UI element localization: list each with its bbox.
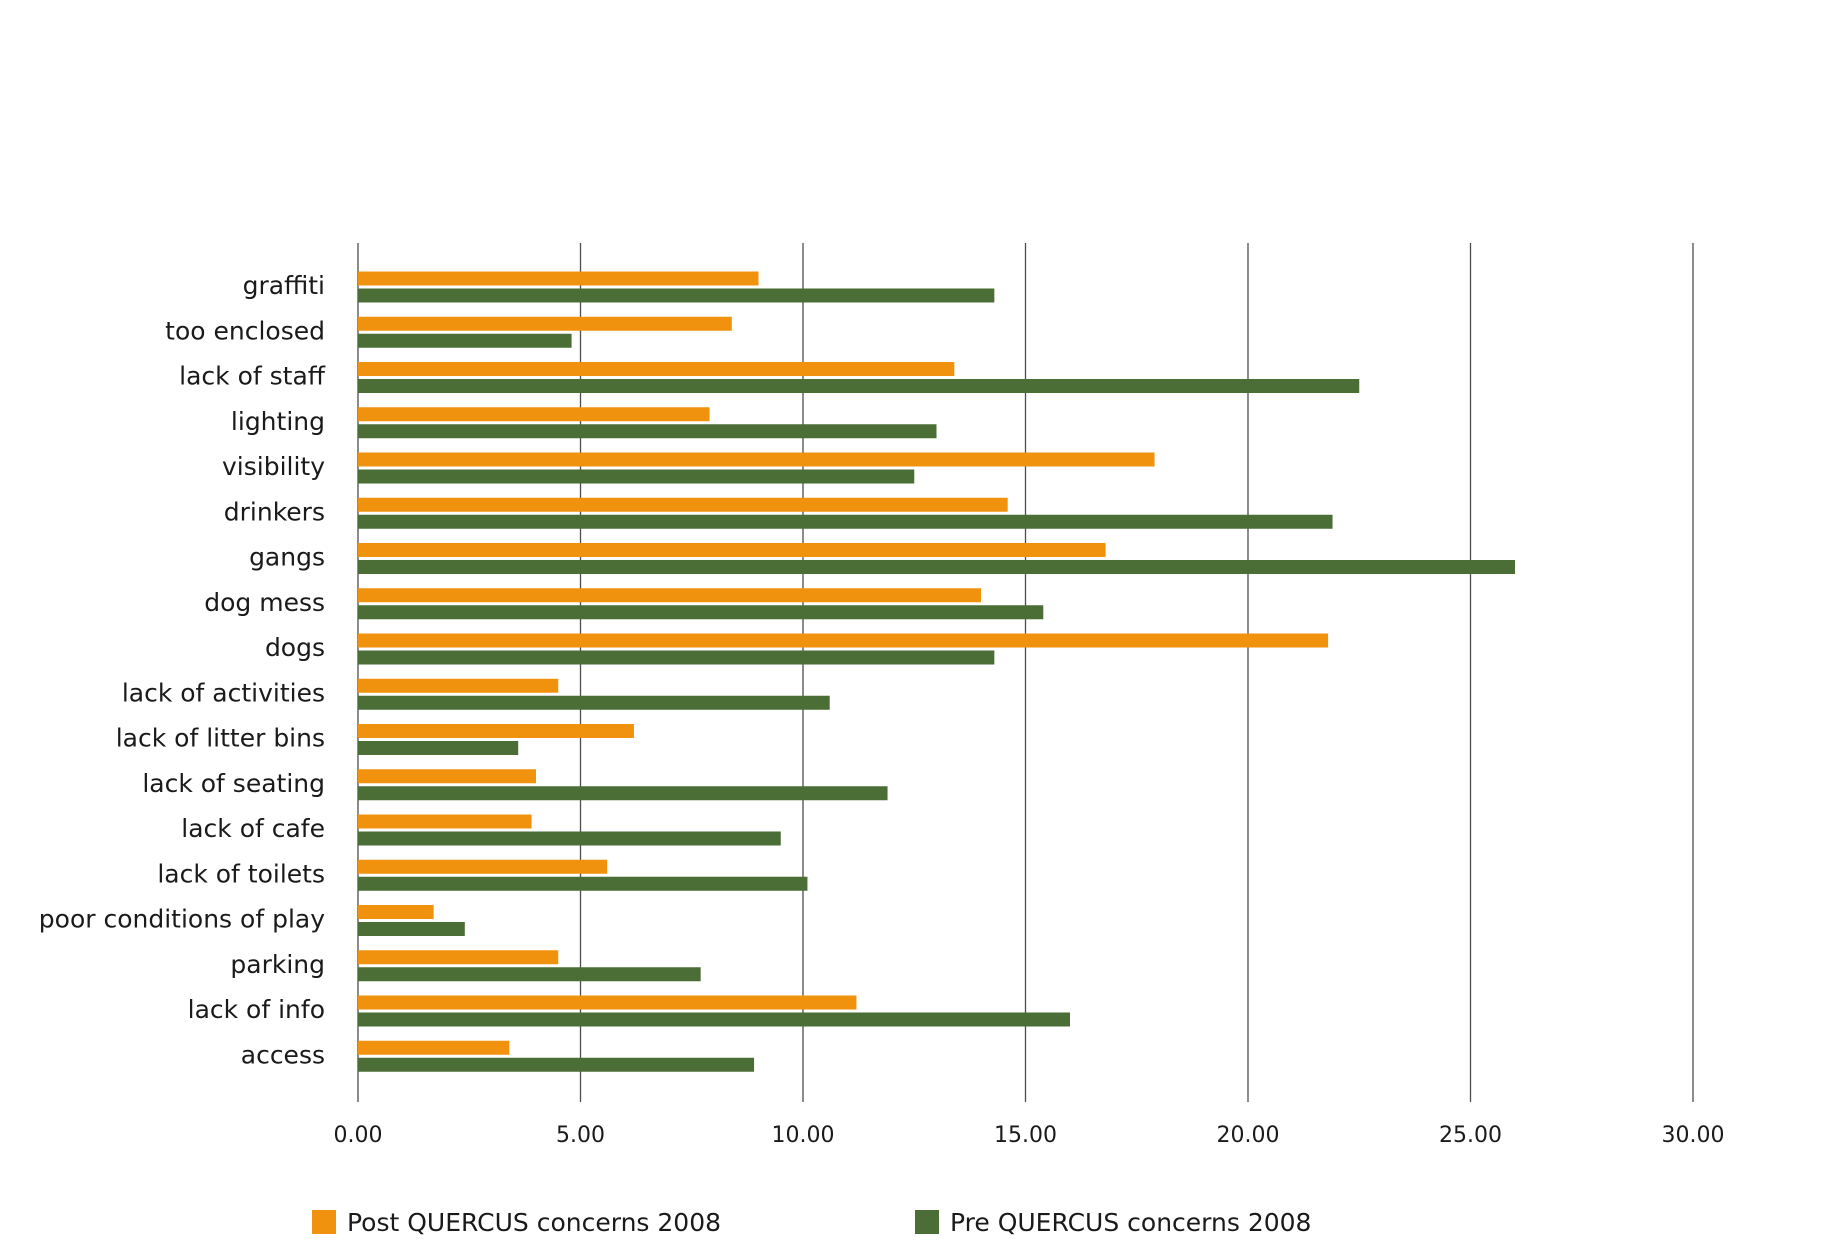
bar-post-9 [358, 678, 559, 693]
legend-label-post: Post QUERCUS concerns 2008 [347, 1207, 722, 1237]
bar-post-16 [358, 995, 857, 1010]
bar-pre-16 [358, 1012, 1070, 1027]
category-label-8: dogs [265, 633, 325, 662]
bar-pre-10 [358, 741, 519, 755]
bar-pre-9 [358, 695, 830, 710]
bar-post-11 [358, 769, 536, 784]
category-label-5: drinkers [224, 497, 325, 526]
legend-swatch-pre [915, 1210, 939, 1234]
x-tick-label-5: 25.00 [1439, 1123, 1502, 1148]
bar-post-12 [358, 814, 532, 829]
bar-pre-4 [358, 469, 915, 484]
bar-post-4 [358, 452, 1155, 467]
bar-post-0 [358, 271, 759, 286]
bar-pre-15 [358, 967, 701, 982]
bar-pre-6 [358, 560, 1515, 574]
category-label-3: lighting [231, 407, 325, 436]
bar-post-2 [358, 362, 955, 376]
category-label-9: lack of activities [122, 678, 325, 707]
bar-pre-17 [358, 1057, 755, 1072]
x-tick-label-2: 10.00 [772, 1123, 835, 1148]
bar-post-15 [358, 950, 559, 965]
category-label-6: gangs [249, 543, 325, 572]
bar-pre-2 [358, 379, 1360, 393]
category-label-10: lack of litter bins [116, 724, 325, 753]
bar-post-10 [358, 724, 634, 738]
bar-pre-11 [358, 786, 888, 801]
bar-pre-12 [358, 831, 781, 846]
x-tick-label-0: 0.00 [334, 1123, 383, 1148]
x-axis-tick-labels: 0.00 5.00 10.00 15.00 20.00 25.00 30.00 [334, 1123, 1725, 1148]
category-label-12: lack of cafe [181, 814, 325, 843]
category-label-2: lack of staff [179, 362, 326, 391]
x-tick-label-4: 20.00 [1217, 1123, 1280, 1148]
legend-item-pre: Pre QUERCUS concerns 2008 [915, 1207, 1311, 1237]
legend-label-pre: Pre QUERCUS concerns 2008 [950, 1207, 1312, 1237]
category-label-16: lack of info [188, 995, 325, 1024]
bar-chart: graffiti too enclosed lack of staff lightin… [39, 243, 1725, 1148]
bar-post-1 [358, 316, 732, 331]
bar-pre-1 [358, 333, 572, 348]
bar-pre-13 [358, 876, 808, 891]
category-label-7: dog mess [204, 588, 325, 617]
category-label-14: poor conditions of play [39, 905, 325, 934]
bar-pre-7 [358, 605, 1044, 620]
category-label-1: too enclosed [165, 316, 325, 345]
bar-post-8 [358, 633, 1329, 648]
bar-post-7 [358, 588, 981, 603]
bar-post-5 [358, 497, 1008, 512]
legend-swatch-post [312, 1210, 336, 1234]
bar-pre-3 [358, 424, 937, 439]
bar-post-3 [358, 407, 710, 422]
x-tick-label-3: 15.00 [994, 1123, 1057, 1148]
category-labels: graffiti too enclosed lack of staff lightin… [39, 271, 326, 1069]
bar-pre-0 [358, 288, 995, 303]
category-label-0: graffiti [243, 271, 325, 300]
x-tick-label-6: 30.00 [1662, 1123, 1725, 1148]
category-label-11: lack of seating [142, 769, 325, 798]
category-label-4: visibility [222, 452, 325, 481]
bar-post-17 [358, 1040, 510, 1055]
category-label-15: parking [230, 950, 325, 979]
bar-post-13 [358, 859, 608, 874]
legend-item-post: Post QUERCUS concerns 2008 [312, 1207, 721, 1237]
bar-post-6 [358, 543, 1106, 557]
x-tick-label-1: 5.00 [556, 1123, 605, 1148]
bar-post-14 [358, 905, 434, 919]
category-label-13: lack of toilets [157, 859, 325, 888]
bar-pre-5 [358, 514, 1333, 529]
category-label-17: access [241, 1040, 325, 1069]
bar-pre-8 [358, 650, 995, 665]
bar-pre-14 [358, 922, 465, 936]
bars [358, 271, 1515, 1072]
